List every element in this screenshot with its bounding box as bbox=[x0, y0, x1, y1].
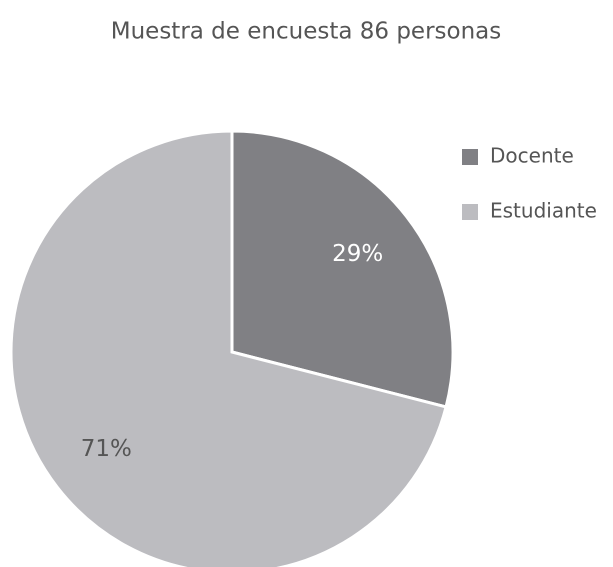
pie-slice bbox=[9, 129, 448, 567]
legend-swatch bbox=[462, 149, 478, 165]
legend-label: Estudiante bbox=[490, 199, 597, 223]
chart-title: Muestra de encuesta 86 personas bbox=[111, 19, 502, 45]
slice-label: 71% bbox=[81, 436, 132, 462]
legend-label: Docente bbox=[490, 144, 574, 168]
pie-slice bbox=[230, 129, 455, 409]
legend-swatch bbox=[462, 204, 478, 220]
slice-label: 29% bbox=[332, 241, 383, 267]
